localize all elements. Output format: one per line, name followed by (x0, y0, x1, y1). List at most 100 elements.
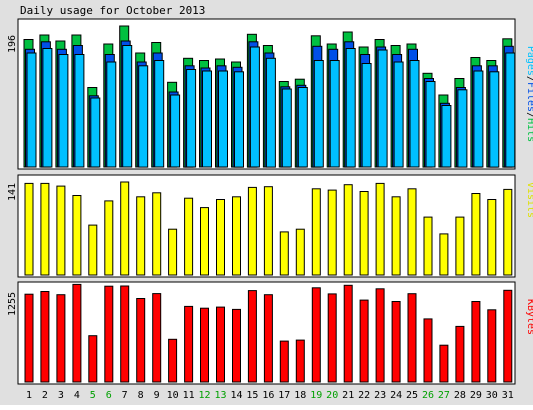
kbytes-bar (423, 318, 433, 383)
pages-bar (329, 60, 340, 168)
visits-bar (40, 182, 50, 276)
day-label: 7 (122, 390, 128, 401)
visits-panel: 141 Visits (7, 174, 533, 278)
visits-bar (263, 186, 273, 276)
legend-hits: Hits (525, 118, 533, 142)
day-label: 26 (422, 390, 434, 401)
pages-bar (441, 105, 452, 168)
day-label: 17 (278, 390, 290, 401)
kbytes-bar (343, 284, 353, 383)
legend-files: Files (525, 82, 533, 112)
visits-bar (120, 181, 130, 276)
visits-bar (407, 188, 417, 276)
day-label: 22 (358, 390, 370, 401)
visits-bar (152, 192, 162, 276)
day-label: 27 (438, 390, 450, 401)
pages-bar (42, 48, 53, 168)
kbytes-bar (40, 291, 50, 383)
day-label: 15 (246, 390, 258, 401)
day-label: 18 (294, 390, 306, 401)
kbytes-bar (311, 287, 321, 383)
kbytes-bars (24, 283, 513, 383)
pages-bar (74, 54, 85, 168)
pages-bar (154, 60, 165, 168)
visits-bar (24, 182, 34, 276)
kbytes-bar (200, 307, 209, 383)
pages-bar (297, 87, 308, 168)
kbytes-bar (471, 301, 481, 383)
kbytes-bar (295, 339, 305, 383)
day-label: 16 (262, 390, 274, 401)
visits-bar (88, 224, 98, 276)
day-label: 13 (214, 390, 226, 401)
day-label: 2 (42, 390, 48, 401)
pages-bar (265, 57, 276, 168)
visits-bar (311, 188, 321, 276)
pages-bar (361, 63, 372, 168)
day-label: 23 (374, 390, 386, 401)
pages-bar (106, 61, 117, 168)
pages-bar (138, 65, 149, 168)
visits-bar (184, 197, 194, 276)
visits-bar (72, 195, 82, 276)
kbytes-bar (88, 335, 98, 383)
kbytes-bar (439, 344, 449, 383)
kbytes-bar (487, 309, 497, 383)
day-label: 3 (58, 390, 64, 401)
kbytes-bar (104, 285, 114, 383)
pages-bar (249, 46, 260, 168)
visits-bar (455, 216, 465, 276)
kbytes-bar (359, 299, 369, 383)
kbytes-bar (247, 290, 257, 383)
kbytes-bar (184, 305, 194, 383)
visits-bar (216, 199, 225, 276)
day-label: 24 (390, 390, 402, 401)
visits-bar (104, 200, 114, 276)
kbytes-bar (216, 306, 225, 383)
hits-files-pages-panel: 196 Pages/Files/Hits (7, 18, 533, 170)
kbytes-bar (120, 285, 130, 383)
kbytes-bar (232, 308, 241, 383)
pages-bar (313, 60, 324, 168)
kbytes-panel-max-label: 1255 (7, 292, 18, 316)
visits-bar (471, 193, 481, 276)
day-label: 14 (230, 390, 242, 401)
day-label: 21 (342, 390, 354, 401)
visits-bar (391, 196, 401, 276)
pages-bar (202, 70, 212, 168)
kbytes-bar (168, 338, 178, 383)
hits-bars (23, 25, 516, 168)
visits-bar (136, 196, 146, 276)
kbytes-bar (375, 288, 385, 383)
visits-bar (168, 228, 178, 276)
kbytes-panel-legend: KBytes (525, 299, 533, 335)
day-label: 30 (486, 390, 498, 401)
day-label: 10 (167, 390, 179, 401)
day-label: 31 (502, 390, 514, 401)
visits-bar (359, 191, 369, 276)
visits-bars (24, 181, 513, 276)
day-label: 28 (454, 390, 466, 401)
pages-bar (170, 94, 181, 168)
kbytes-bar (407, 293, 417, 383)
pages-bar (90, 97, 101, 168)
pages-bar (58, 54, 69, 168)
kbytes-bar (24, 293, 34, 383)
pages-bar (409, 60, 420, 168)
visits-bar (423, 216, 433, 276)
visits-bar (200, 207, 209, 276)
kbytes-bar (56, 294, 66, 383)
visits-bar (295, 228, 305, 276)
pages-bar (457, 89, 468, 168)
day-label: 9 (154, 390, 160, 401)
pages-bar (473, 70, 484, 168)
kbytes-bar (263, 294, 273, 383)
pages-bar (489, 71, 500, 168)
pages-bar (186, 69, 197, 168)
pages-bar (345, 48, 356, 168)
pages-bar (122, 45, 133, 168)
hits-panel-max-label: 196 (7, 35, 18, 53)
day-axis-labels: 1 2 3 4 5 6 7 8 9 10 11 12 13 14 15 16 17 18 19 20 21 22 23 24 2… (26, 390, 514, 401)
legend-separator: / (525, 76, 533, 82)
